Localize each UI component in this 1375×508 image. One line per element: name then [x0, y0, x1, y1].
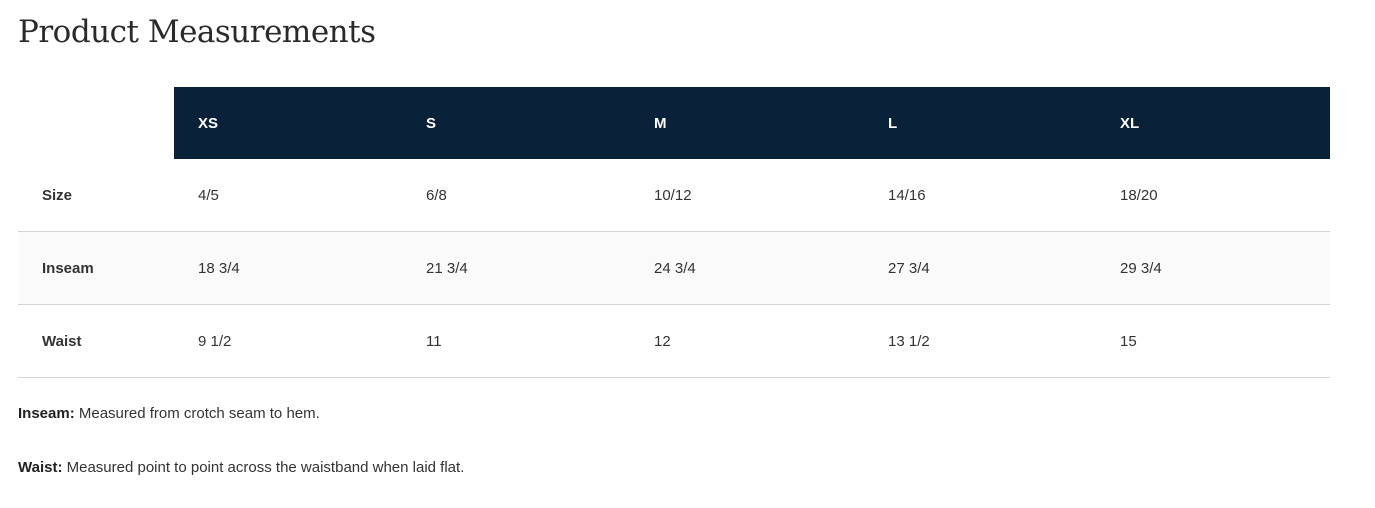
row-label: Waist [18, 304, 174, 378]
table-cell: 24 3/4 [630, 231, 864, 305]
header-xs: XS [174, 87, 402, 159]
table-cell: 10/12 [630, 159, 864, 232]
table-cell: 29 3/4 [1096, 231, 1330, 305]
note-term: Waist: [18, 459, 63, 476]
header-m: M [630, 87, 864, 159]
inseam-note: Inseam: Measured from crotch seam to hem… [18, 405, 320, 422]
table-cell: 12 [630, 304, 864, 378]
page-title: Product Measurements [18, 14, 376, 50]
table-cell: 13 1/2 [864, 304, 1096, 378]
note-text: Measured point to point across the waist… [62, 459, 465, 476]
table-cell: 18 3/4 [174, 231, 402, 305]
header-s: S [402, 87, 630, 159]
table-cell: 9 1/2 [174, 304, 402, 378]
waist-note: Waist: Measured point to point across th… [18, 459, 464, 476]
table-cell: 18/20 [1096, 159, 1330, 232]
table-row-inseam: Inseam 18 3/4 21 3/4 24 3/4 27 3/4 29 3/… [18, 231, 1330, 305]
header-l: L [864, 87, 1096, 159]
header-row: XS S M L XL [18, 87, 1330, 159]
header-blank [18, 87, 174, 159]
header-xl: XL [1096, 87, 1330, 159]
note-term: Inseam: [18, 405, 75, 422]
table-cell: 4/5 [174, 159, 402, 232]
row-label: Size [18, 159, 174, 232]
table-cell: 11 [402, 304, 630, 378]
row-label: Inseam [18, 231, 174, 305]
table-cell: 6/8 [402, 159, 630, 232]
table-cell: 15 [1096, 304, 1330, 378]
table-row-size: Size 4/5 6/8 10/12 14/16 18/20 [18, 159, 1330, 232]
note-text: Measured from crotch seam to hem. [74, 405, 320, 422]
table-row-waist: Waist 9 1/2 11 12 13 1/2 15 [18, 304, 1330, 378]
measurements-table: XS S M L XL Size 4/5 6/8 10/12 14/16 18/… [18, 87, 1330, 378]
table-cell: 27 3/4 [864, 231, 1096, 305]
table-cell: 21 3/4 [402, 231, 630, 305]
table-cell: 14/16 [864, 159, 1096, 232]
